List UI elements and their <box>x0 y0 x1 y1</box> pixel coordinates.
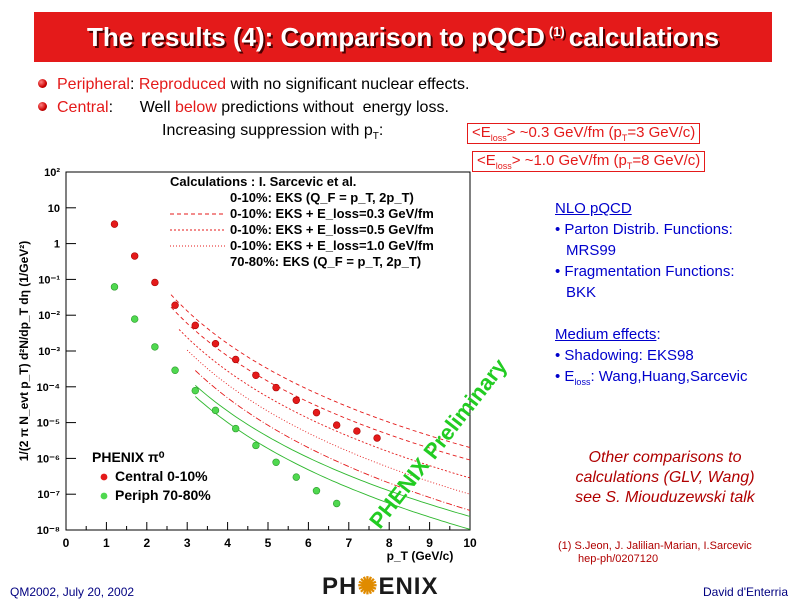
calc-legend-entry: 0-10%: EKS (Q_F = p_T, 2p_T) <box>230 190 414 205</box>
x-tick-label: 0 <box>63 536 70 550</box>
central-point <box>110 220 119 228</box>
x-tick-label: 5 <box>265 536 272 550</box>
y-tick-label: 10⁻³ <box>38 346 60 358</box>
y-tick-label: 10⁻⁶ <box>37 453 60 465</box>
x-tick-label: 2 <box>143 536 150 550</box>
x-tick-label: 7 <box>345 536 352 550</box>
nlo-panel: NLO pQCD • Parton Distrib. Functions: MR… <box>555 200 735 301</box>
x-tick-label: 1 <box>103 536 110 550</box>
calc-legend-entry: 0-10%: EKS + E_loss=0.3 GeV/fm <box>230 206 434 221</box>
footer-author: David d'Enterria <box>703 585 788 599</box>
calc-curve-periph-upper <box>195 385 471 517</box>
x-tick-label: 3 <box>184 536 191 550</box>
y-tick-label: 10⁻¹ <box>38 274 60 286</box>
phenix-legend-title: PHENIX π⁰ <box>92 449 165 465</box>
y-tick-label: 1 <box>54 239 60 251</box>
bullet-icon <box>38 102 47 111</box>
periph-point <box>110 283 119 291</box>
central-point <box>332 421 341 429</box>
legend-entry: Central 0-10% <box>115 468 208 484</box>
central-point <box>171 301 179 309</box>
central-point <box>211 339 220 348</box>
periph-point <box>252 441 260 450</box>
calc-legend-entry: 0-10%: EKS + E_loss=0.5 GeV/fm <box>230 222 434 237</box>
central-point <box>353 427 361 435</box>
calc-curve-eks-upper <box>170 294 471 449</box>
other-comparisons-note: Other comparisons to calculations (GLV, … <box>575 449 755 506</box>
central-point <box>292 396 300 404</box>
calc-curve-eks-lower <box>170 306 471 461</box>
page-title: The results (4): Comparison to pQCD (1) ca… <box>86 21 720 52</box>
periph-point <box>211 406 220 415</box>
central-point <box>151 278 159 287</box>
calc-legend-entry: 0-10%: EKS + E_loss=1.0 GeV/fm <box>230 238 434 253</box>
x-tick-label: 4 <box>224 536 231 550</box>
y-tick-label: 10² <box>44 167 60 179</box>
periph-point <box>272 458 280 466</box>
reference-note: (1) S.Jeon, J. Jalilian-Marian, I.Sarcev… <box>558 540 752 565</box>
calc-legend-entry: 70-80%: EKS (Q_F = p_T, 2p_T) <box>230 254 421 269</box>
bullet-central: Central: Well below predictions without … <box>38 99 449 117</box>
y-tick-label: 10 <box>48 203 60 215</box>
bullet-peripheral: Peripheral: Reproduced with no significa… <box>38 76 469 94</box>
x-axis-label: p_T (GeV/c) <box>387 549 454 563</box>
medium-title: Medium effects <box>555 326 657 343</box>
medium-panel: Medium effects: • Shadowing: EKS98 • Elo… <box>555 326 748 387</box>
eloss-box-1: <Eloss> ~0.3 GeV/fm (pT=3 GeV/c) <box>467 123 701 144</box>
y-axis-label: 1/(2 π N_evt p_T) d²N/dp_T dη (1/GeV²) <box>17 241 31 462</box>
x-tick-label: 10 <box>463 536 477 550</box>
legend-entry: Periph 70-80% <box>115 487 211 503</box>
calc-curve-periph-lower <box>194 396 471 530</box>
legend-marker <box>100 492 108 500</box>
y-tick-label: 10⁻² <box>38 310 60 322</box>
y-tick-label: 10⁻⁷ <box>37 489 60 501</box>
x-tick-label: 8 <box>386 536 393 550</box>
y-tick-label: 10⁻⁸ <box>37 525 60 537</box>
periph-point <box>151 343 159 351</box>
y-tick-label: 10⁻⁴ <box>37 382 60 394</box>
periph-point <box>312 487 321 495</box>
periph-point <box>332 499 341 508</box>
central-point <box>272 383 280 392</box>
x-tick-label: 6 <box>305 536 312 550</box>
central-point <box>231 355 240 364</box>
legend-marker <box>100 473 108 481</box>
periph-point <box>231 424 240 433</box>
central-point <box>252 371 260 379</box>
x-tick-label: 9 <box>426 536 433 550</box>
central-point <box>373 434 381 442</box>
nlo-title: NLO pQCD <box>555 200 632 217</box>
periph-point <box>130 315 139 323</box>
central-point <box>312 408 321 417</box>
central-point <box>130 252 139 260</box>
y-tick-label: 10⁻⁵ <box>37 418 60 430</box>
preliminary-watermark: PHENIX Preliminary <box>364 353 512 533</box>
periph-point <box>292 473 300 481</box>
bullet-central-line2: Increasing suppression with pT: <box>162 122 384 143</box>
periph-point <box>191 386 199 395</box>
eloss-box-2: <Eloss> ~1.0 GeV/fm (pT=8 GeV/c) <box>472 151 706 172</box>
central-point <box>191 321 199 330</box>
title-bar: The results (4): Comparison to pQCD (1) ca… <box>34 12 772 62</box>
periph-point <box>171 366 179 374</box>
footer-date: QM2002, July 20, 2002 <box>10 585 135 599</box>
calc-header: Calculations : I. Sarcevic et al. <box>170 174 356 189</box>
calc-curve-eloss-10 <box>194 370 471 511</box>
phenix-logo: PH✺ENIX <box>322 573 439 600</box>
bullet-icon <box>38 79 47 88</box>
